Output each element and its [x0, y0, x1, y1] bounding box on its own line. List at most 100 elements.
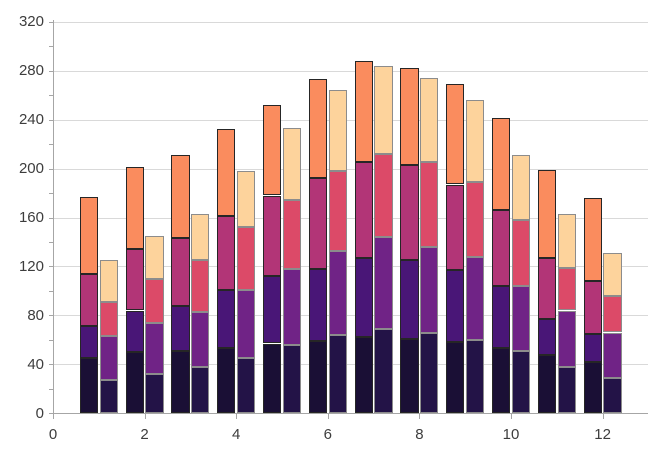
y-tick-mark [48, 144, 53, 146]
left-segment-2-purple [125, 310, 144, 353]
right-segment-2-violet [282, 268, 302, 345]
left-segment-3-magenta [171, 238, 190, 306]
left-segment-3-magenta [446, 184, 465, 271]
right-segment-2-violet [420, 246, 439, 333]
left-segment-4-orange [583, 197, 602, 282]
right-segment-3-crimson [145, 278, 164, 323]
right-segment-4-cream [191, 213, 210, 261]
left-segment-2-purple [354, 257, 373, 338]
y-tick-mark [48, 290, 53, 292]
right-segment-1-navy [511, 350, 531, 414]
right-segment-3-crimson [420, 162, 439, 247]
left-segment-1-dark-navy [446, 342, 465, 414]
right-segment-4-cream [465, 100, 485, 182]
right-segment-3-crimson [282, 200, 302, 269]
left-segment-4-orange [446, 84, 465, 185]
x-axis-tick-label: 2 [140, 426, 149, 444]
y-tick-mark [48, 95, 53, 97]
right-segment-4-cream [511, 155, 531, 220]
left-segment-1-dark-navy [79, 358, 99, 414]
left-segment-3-magenta [125, 249, 144, 311]
left-segment-2-purple [79, 326, 99, 359]
right-segment-4-cream [420, 78, 439, 163]
right-segment-4-cream [236, 171, 256, 228]
left-segment-4-orange [262, 104, 282, 196]
x-axis-tick-label: 12 [594, 426, 611, 444]
x-tick-mark [144, 414, 146, 419]
y-axis-line [53, 19, 54, 414]
left-segment-1-dark-navy [537, 354, 557, 414]
left-segment-3-magenta [537, 257, 557, 320]
left-segment-4-orange [537, 169, 557, 258]
left-segment-3-magenta [217, 216, 236, 290]
right-segment-4-cream [328, 90, 347, 171]
left-segment-1-dark-navy [491, 348, 511, 414]
left-segment-1-dark-navy [583, 361, 602, 414]
gridline-y-280 [53, 70, 649, 72]
left-segment-2-purple [171, 305, 190, 351]
left-segment-3-magenta [354, 162, 373, 258]
y-axis-tick-label: 160 [18, 209, 44, 226]
right-segment-1-navy [420, 332, 439, 414]
left-segment-2-purple [491, 286, 511, 349]
gridline-y-80 [53, 315, 649, 317]
right-segment-1-navy [557, 366, 576, 414]
y-tick-mark [48, 242, 53, 243]
gridline-y-120 [53, 266, 649, 268]
y-axis-tick-label: 280 [18, 62, 44, 80]
left-segment-3-magenta [491, 210, 511, 287]
right-segment-3-crimson [374, 153, 393, 238]
x-tick-mark [602, 414, 604, 419]
y-tick-mark [48, 413, 53, 415]
left-segment-2-purple [583, 333, 602, 362]
y-tick-mark [48, 193, 53, 194]
right-segment-4-cream [99, 260, 118, 302]
left-segment-2-purple [308, 268, 328, 342]
x-axis-line [53, 413, 649, 415]
left-segment-1-dark-navy [125, 352, 144, 414]
gridline-y-160 [53, 217, 649, 219]
right-segment-3-crimson [465, 182, 485, 257]
gridline-y-200 [53, 168, 649, 170]
left-segment-2-purple [400, 260, 419, 339]
left-segment-4-orange [354, 60, 373, 163]
x-axis-tick-label: 8 [415, 426, 424, 444]
right-segment-4-cream [603, 253, 622, 296]
gridline-y-320 [53, 21, 649, 23]
y-axis-tick-label: 40 [27, 355, 44, 373]
right-segment-2-violet [557, 310, 576, 367]
right-segment-1-navy [603, 377, 622, 414]
right-segment-3-crimson [511, 219, 531, 286]
right-segment-1-navy [145, 374, 164, 414]
x-axis-tick-label: 0 [48, 426, 58, 444]
right-segment-3-crimson [236, 227, 256, 290]
left-segment-2-purple [217, 289, 236, 349]
right-segment-3-crimson [557, 267, 576, 311]
left-segment-1-dark-navy [171, 350, 190, 414]
y-tick-mark [48, 70, 53, 72]
right-segment-3-crimson [328, 171, 347, 251]
left-segment-1-dark-navy [308, 341, 328, 414]
left-segment-4-orange [400, 68, 419, 165]
left-segment-4-orange [308, 79, 328, 179]
y-axis-tick-label: 200 [18, 160, 44, 177]
right-segment-4-cream [145, 235, 164, 279]
left-segment-3-magenta [583, 281, 602, 334]
left-segment-1-dark-navy [262, 343, 282, 414]
y-tick-mark [48, 46, 53, 48]
y-axis-tick-label: 80 [27, 306, 44, 324]
left-segment-1-dark-navy [354, 337, 373, 414]
y-tick-mark [48, 168, 53, 170]
y-tick-mark [48, 364, 53, 366]
x-tick-mark [511, 414, 512, 419]
right-segment-1-navy [99, 380, 118, 414]
x-tick-mark [53, 414, 54, 419]
left-segment-3-magenta [79, 273, 99, 327]
y-axis-tick-label: 320 [18, 13, 44, 31]
y-tick-mark [48, 21, 53, 23]
y-tick-mark [48, 339, 53, 341]
left-segment-4-orange [171, 155, 190, 239]
y-axis-tick-label: 240 [18, 111, 44, 129]
x-axis-tick-label: 4 [232, 426, 241, 444]
